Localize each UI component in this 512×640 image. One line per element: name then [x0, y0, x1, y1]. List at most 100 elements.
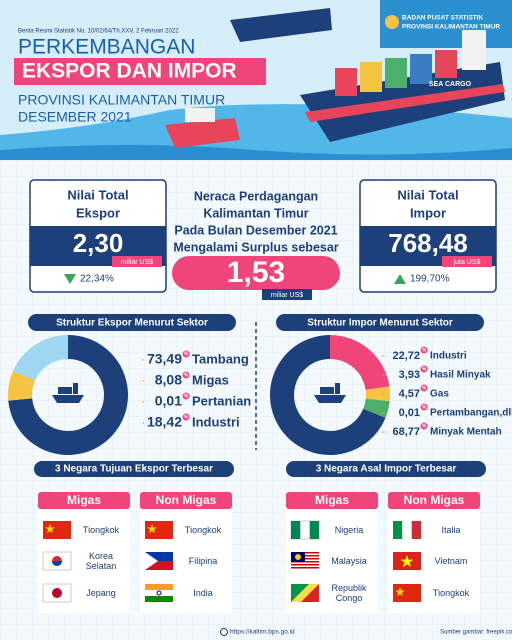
- sector-name: Pertambangan,dll: [430, 408, 512, 419]
- flag: [301, 584, 319, 602]
- flag: [393, 584, 421, 602]
- title-highlight: [14, 58, 266, 85]
- sector-name: Gas: [430, 389, 449, 400]
- unit-label: miliar US$: [121, 259, 153, 266]
- release-note: Berita Resmi Statistik No. 10/02/64/Th.X…: [18, 29, 179, 35]
- group-name: Migas: [315, 493, 349, 507]
- group-header: [140, 492, 232, 509]
- flag: [145, 552, 173, 561]
- percent-sign: %: [184, 372, 189, 378]
- percent-sign: %: [184, 351, 189, 357]
- group-name: Non Migas: [156, 493, 217, 507]
- container: [385, 58, 407, 88]
- flag: [43, 521, 71, 539]
- flag: [291, 564, 319, 566]
- flag: [52, 561, 62, 566]
- unit-tag: [262, 289, 312, 300]
- web-icon: [220, 628, 228, 636]
- sector-value: 0,01: [155, 393, 182, 409]
- unit-label: juta US$: [453, 259, 481, 266]
- sector-value: 8,08: [155, 372, 182, 388]
- box-label: Ekspor: [76, 205, 120, 220]
- flag: [400, 555, 414, 567]
- box-label: Nilai Total: [67, 187, 128, 202]
- donut-segment: [270, 335, 386, 455]
- group-header: [388, 492, 480, 509]
- section-header: [28, 314, 236, 331]
- ship-icon: [314, 395, 346, 403]
- sector-value: 73,49: [147, 351, 182, 367]
- box-label: Nilai Total: [397, 187, 458, 202]
- ship-far: [230, 8, 332, 42]
- unit-tag: [112, 256, 162, 267]
- group-name: Non Migas: [404, 493, 465, 507]
- bridge: [462, 30, 486, 70]
- container: [435, 50, 457, 78]
- flag: [291, 584, 309, 602]
- sector-name: Pertanian: [192, 393, 251, 408]
- up-arrow: [394, 274, 406, 284]
- sector-name: Hasil Minyak: [430, 370, 491, 381]
- group-name: Migas: [67, 493, 101, 507]
- ship-icon: [320, 387, 334, 394]
- ship-illustration: [165, 8, 505, 148]
- sector-name: Migas: [192, 372, 229, 387]
- flag: [145, 590, 173, 596]
- country-name: Jepang: [86, 588, 116, 598]
- flag: [291, 521, 301, 539]
- percent-sign: %: [422, 423, 427, 429]
- sector-value: 68,77: [392, 426, 420, 438]
- percent-sign: %: [422, 385, 427, 391]
- section-header: [34, 461, 234, 477]
- neraca-text: Neraca Perdagangan: [194, 189, 318, 203]
- donut-segment: [13, 370, 36, 381]
- donut-segment: [330, 335, 390, 390]
- agency-name: BADAN PUSAT STATISTIK: [402, 15, 484, 22]
- section-title: 3 Negara Tujuan Ekspor Terbesar: [55, 464, 213, 475]
- sector-name: Minyak Mentah: [430, 427, 502, 438]
- country-name: Filipina: [188, 556, 218, 566]
- footer-credit: Sumber gambar: freepik.com: [440, 630, 512, 636]
- country-name: Italia: [441, 525, 461, 535]
- country-name: Vietnam: [434, 556, 468, 566]
- flag: [145, 521, 173, 539]
- section-title: Struktur Ekspor Menurut Sektor: [56, 318, 208, 329]
- box-label: Impor: [410, 205, 446, 220]
- percent-sign: %: [422, 404, 427, 410]
- percent-badge: [182, 392, 190, 400]
- neraca-text: Kalimantan Timur: [203, 206, 308, 220]
- flag: [395, 587, 405, 596]
- country-name: India: [193, 588, 213, 598]
- change-value: 199,70%: [410, 274, 450, 285]
- percent-badge: [420, 346, 428, 354]
- flag: [402, 521, 412, 539]
- percent-badge: [420, 422, 428, 430]
- country-name: Nigeria: [334, 525, 364, 535]
- ship-name: SEA CARGO: [429, 81, 472, 88]
- donut-segment: [8, 370, 36, 401]
- country-name: Tiongkok: [432, 588, 470, 598]
- logo-band: [380, 0, 512, 48]
- flag: [145, 561, 173, 570]
- flag: [309, 521, 319, 539]
- total-value: 2,30: [73, 228, 124, 258]
- percent-sign: %: [422, 366, 427, 372]
- surplus-value: 1,53: [227, 256, 285, 289]
- unit-label: miliar US$: [271, 292, 303, 299]
- flag: [45, 524, 55, 533]
- ship-stripe: [305, 84, 505, 122]
- flag: [145, 596, 173, 602]
- country-name: Tiongkok: [184, 525, 222, 535]
- percent-badge: [182, 371, 190, 379]
- sector-value: 0,01: [399, 407, 420, 419]
- percent-sign: %: [184, 393, 189, 399]
- section-header: [286, 461, 486, 477]
- wave: [0, 145, 512, 160]
- logo: [385, 15, 399, 29]
- total-value: 768,48: [388, 228, 468, 258]
- neraca-text: Pada Bulan Desember 2021: [174, 223, 337, 237]
- sector-value: 3,93: [399, 369, 420, 381]
- sector-name: Industri: [430, 351, 467, 362]
- unit-tag: [442, 256, 492, 267]
